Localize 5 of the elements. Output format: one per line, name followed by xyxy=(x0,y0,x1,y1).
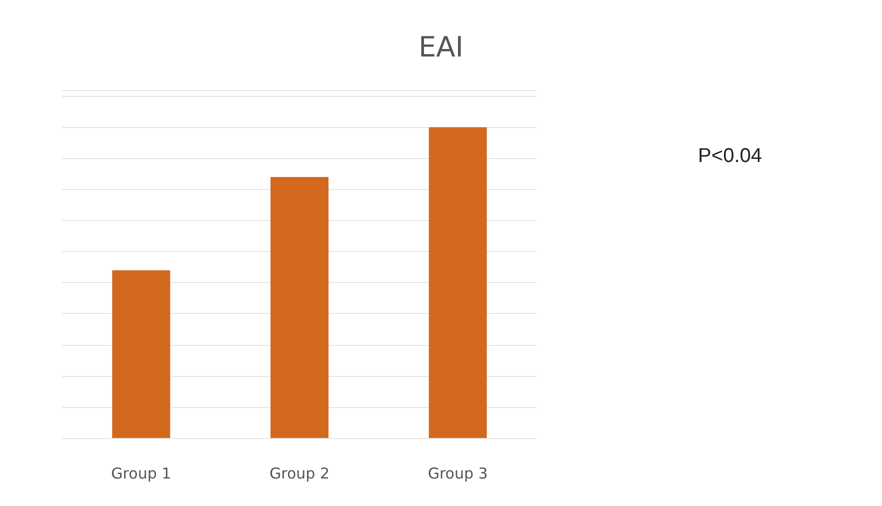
x-tick-label: Group 1 xyxy=(111,464,172,482)
chart-title: EAI xyxy=(418,30,464,64)
x-tick-label: Group 2 xyxy=(270,464,330,482)
text: P<0.04 xyxy=(698,145,762,167)
x-tick-label: Group 3 xyxy=(428,464,488,482)
